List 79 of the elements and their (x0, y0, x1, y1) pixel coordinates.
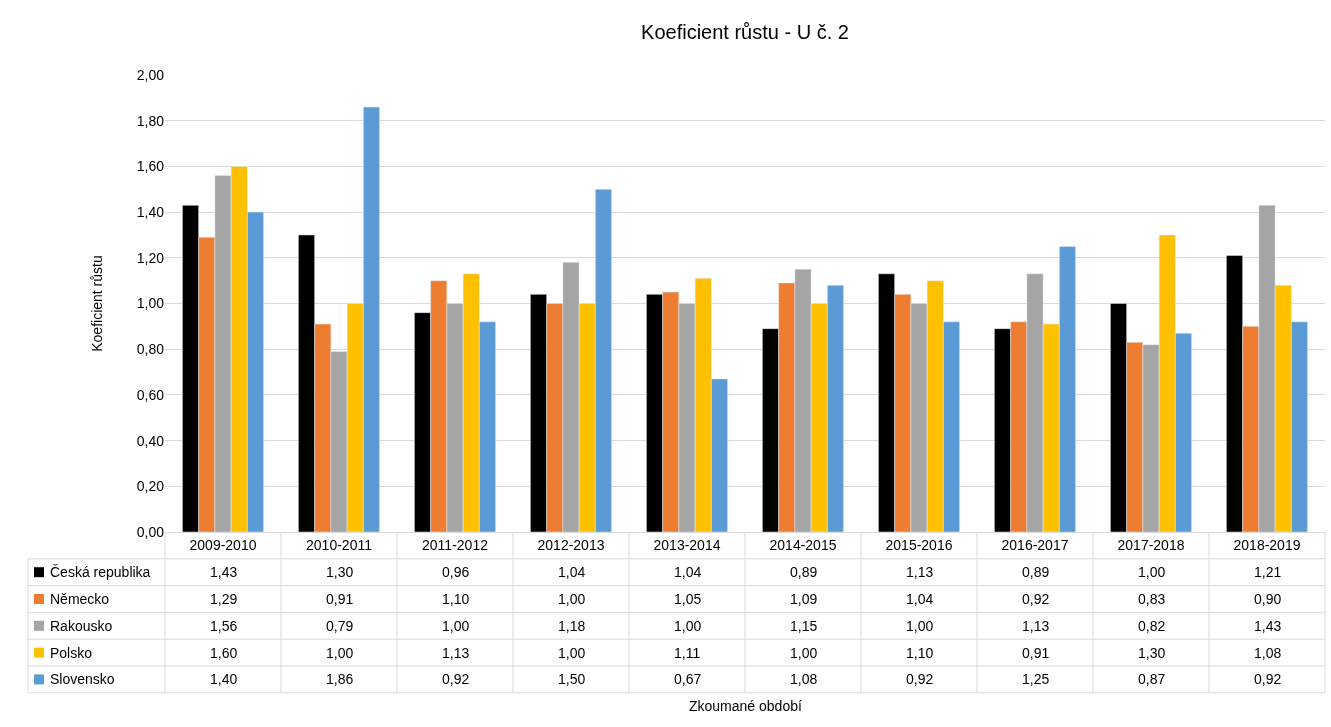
data-label: 1,29 (210, 591, 238, 607)
y-tick-label: 0,00 (136, 523, 165, 540)
data-label: 0,87 (1138, 671, 1166, 687)
legend-label: Rakousko (50, 618, 113, 634)
data-label: 1,43 (1254, 618, 1282, 634)
text: Zkoumané období (689, 698, 802, 714)
data-label: 0,91 (326, 591, 354, 607)
x-tick-label: 2009-2010 (189, 536, 257, 553)
data-label: 1,13 (906, 564, 934, 580)
data-label: 1,00 (558, 645, 586, 661)
x-tick-label: 2018-2019 (1233, 536, 1301, 553)
x-tick-label: 2017-2018 (1117, 536, 1185, 553)
data-label: 1,00 (674, 618, 702, 634)
y-tick-label: 1,00 (136, 295, 165, 312)
data-label: 1,18 (558, 618, 586, 634)
data-label: 1,00 (442, 618, 470, 634)
y-tick-label: 0,20 (136, 478, 165, 495)
data-label: 1,56 (210, 618, 238, 634)
data-label: 0,92 (1022, 591, 1050, 607)
x-tick-label: 2012-2013 (537, 536, 605, 553)
data-label: 0,67 (674, 671, 702, 687)
data-label: 1,40 (210, 671, 238, 687)
data-label: 0,92 (1254, 671, 1282, 687)
x-tick-label: 2011-2012 (422, 536, 489, 553)
data-label: 1,00 (558, 591, 586, 607)
chart-title: Koeficient růstu - U č. 2 (641, 21, 849, 43)
data-label: 1,08 (790, 671, 818, 687)
data-label: 1,13 (442, 645, 470, 661)
y-axis-title: Koeficient růstu (89, 255, 106, 352)
y-tick-label: 0,80 (136, 341, 165, 358)
data-label: 1,30 (326, 564, 354, 580)
data-label: 0,79 (326, 618, 354, 634)
data-label: 1,21 (1254, 564, 1282, 580)
data-label: 1,00 (906, 618, 934, 634)
y-tick-label: 1,40 (136, 204, 165, 220)
data-label: 1,04 (674, 564, 702, 580)
legend-label: Polsko (50, 645, 93, 661)
data-label: 0,91 (1022, 645, 1050, 661)
data-label: 0,83 (1138, 591, 1166, 607)
legend-label: Česká republika (50, 564, 151, 580)
x-tick-label: 2015-2016 (885, 536, 953, 553)
y-tick-label: 1,80 (136, 112, 165, 129)
data-label: 1,25 (1022, 671, 1050, 687)
data-label: 1,05 (674, 591, 702, 607)
data-label: 1,04 (906, 591, 934, 607)
data-label: 0,89 (1022, 564, 1050, 580)
data-label: 0,92 (442, 671, 470, 687)
x-tick-label: 2016-2017 (1001, 536, 1069, 553)
y-tick-label: 2,00 (136, 66, 165, 83)
data-label: 0,82 (1138, 618, 1166, 634)
data-label: 1,08 (1254, 645, 1282, 661)
data-label: 1,50 (558, 671, 586, 687)
data-label: 1,13 (1022, 618, 1050, 634)
data-label: 0,89 (790, 564, 818, 580)
data-label: 0,92 (906, 671, 934, 687)
data-label: 1,00 (1138, 564, 1166, 580)
data-label: 1,86 (326, 671, 354, 687)
y-tick-label: 0,60 (136, 386, 165, 403)
x-tick-label: 2010-2011 (306, 536, 373, 553)
y-tick-label: 1,20 (136, 249, 165, 266)
data-label: 1,43 (210, 564, 238, 580)
data-label: 0,96 (442, 564, 470, 580)
y-tick-label: 1,60 (136, 158, 165, 175)
legend-label: Slovensko (50, 671, 115, 687)
data-label: 1,10 (442, 591, 470, 607)
data-label: 1,11 (674, 645, 701, 661)
x-tick-label: 2013-2014 (653, 536, 721, 553)
legend-label: Německo (50, 591, 110, 607)
data-label: 1,10 (906, 645, 934, 661)
data-label: 0,90 (1254, 591, 1282, 607)
data-label: 1,04 (558, 564, 586, 580)
data-label: 1,09 (790, 591, 818, 607)
data-label: 1,15 (790, 618, 818, 634)
x-tick-label: 2014-2015 (769, 536, 837, 553)
y-tick-label: 0,40 (136, 432, 165, 449)
data-label: 1,00 (326, 645, 354, 661)
data-label: 1,30 (1138, 645, 1166, 661)
data-label: 1,60 (210, 645, 238, 661)
data-label: 1,00 (790, 645, 818, 661)
